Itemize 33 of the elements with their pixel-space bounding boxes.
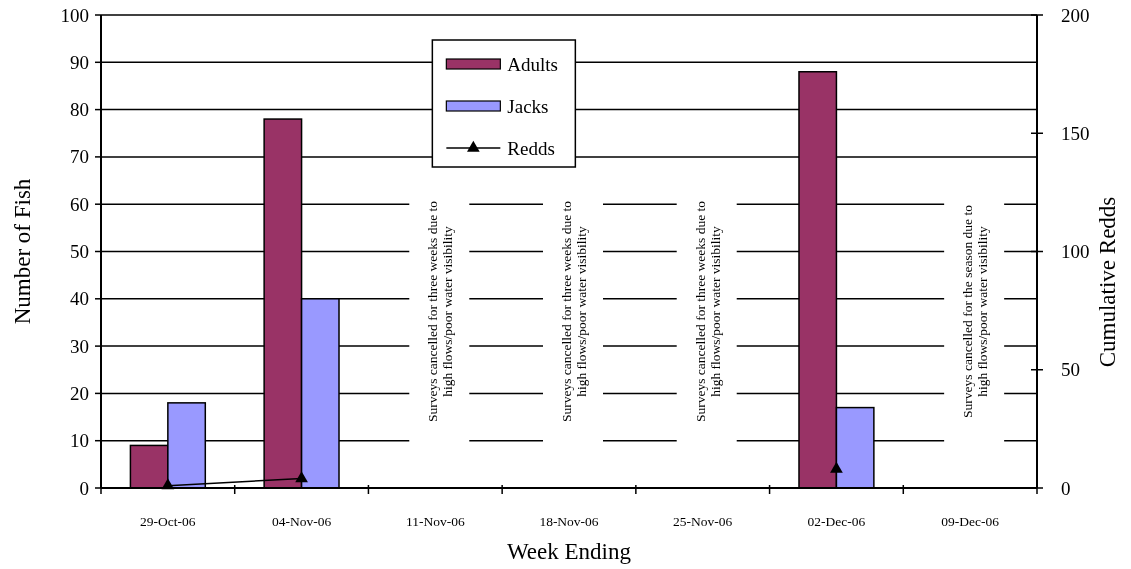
x-tick-label: 04-Nov-06: [271, 514, 332, 529]
x-tick-label: 18-Nov-06: [539, 514, 599, 529]
x-tick-label: 25-Nov-06: [673, 514, 733, 529]
y-tick-label: 40: [70, 288, 89, 310]
y2-tick-label: 200: [1061, 4, 1090, 26]
y-tick-label: 50: [70, 241, 89, 262]
y2-tick-label: 0: [1061, 477, 1071, 499]
annotation: Surveys cancelled for three weeks due to high flows/poor water visibility: [692, 200, 723, 423]
y-tick-label: 30: [70, 335, 89, 357]
x-tick-label: 02-Dec-06: [807, 514, 866, 529]
annotation: Surveys cancelled for three weeks due to high flows/poor water visibility: [425, 200, 456, 423]
y-tick-label: 100: [60, 4, 89, 26]
x-tick-label: 29-Oct-06: [140, 514, 196, 529]
y-tick-label: 20: [70, 382, 89, 404]
y-tick-label: 80: [70, 99, 89, 121]
y2-tick-label: 50: [1061, 359, 1080, 381]
legend-label: Redds: [507, 137, 555, 159]
annotation: Surveys cancelled for the season due to high flows/poor water visibility: [960, 204, 991, 418]
y-tick-label: 60: [70, 193, 89, 215]
y-tick-label: 70: [70, 146, 89, 168]
legend-label: Jacks: [507, 95, 549, 117]
y2-tick-label: 150: [1061, 122, 1090, 144]
y-tick-label: 10: [70, 430, 89, 452]
annotation: Surveys cancelled for three weeks due to high flows/poor water visibility: [559, 200, 589, 423]
x-tick-label: 11-Nov-06: [405, 514, 465, 529]
x-axis-title: Week Ending: [507, 539, 632, 564]
x-tick-label: 09-Dec-06: [941, 514, 1000, 529]
y-tick-label: 0: [79, 477, 89, 499]
y-tick-label: 90: [70, 51, 89, 73]
y2-axis-title: Cumulative Redds: [1095, 196, 1120, 368]
y2-tick-label: 100: [1061, 241, 1090, 262]
y-axis-title: Number of Fish: [10, 178, 35, 325]
legend-label: Adults: [507, 53, 559, 75]
